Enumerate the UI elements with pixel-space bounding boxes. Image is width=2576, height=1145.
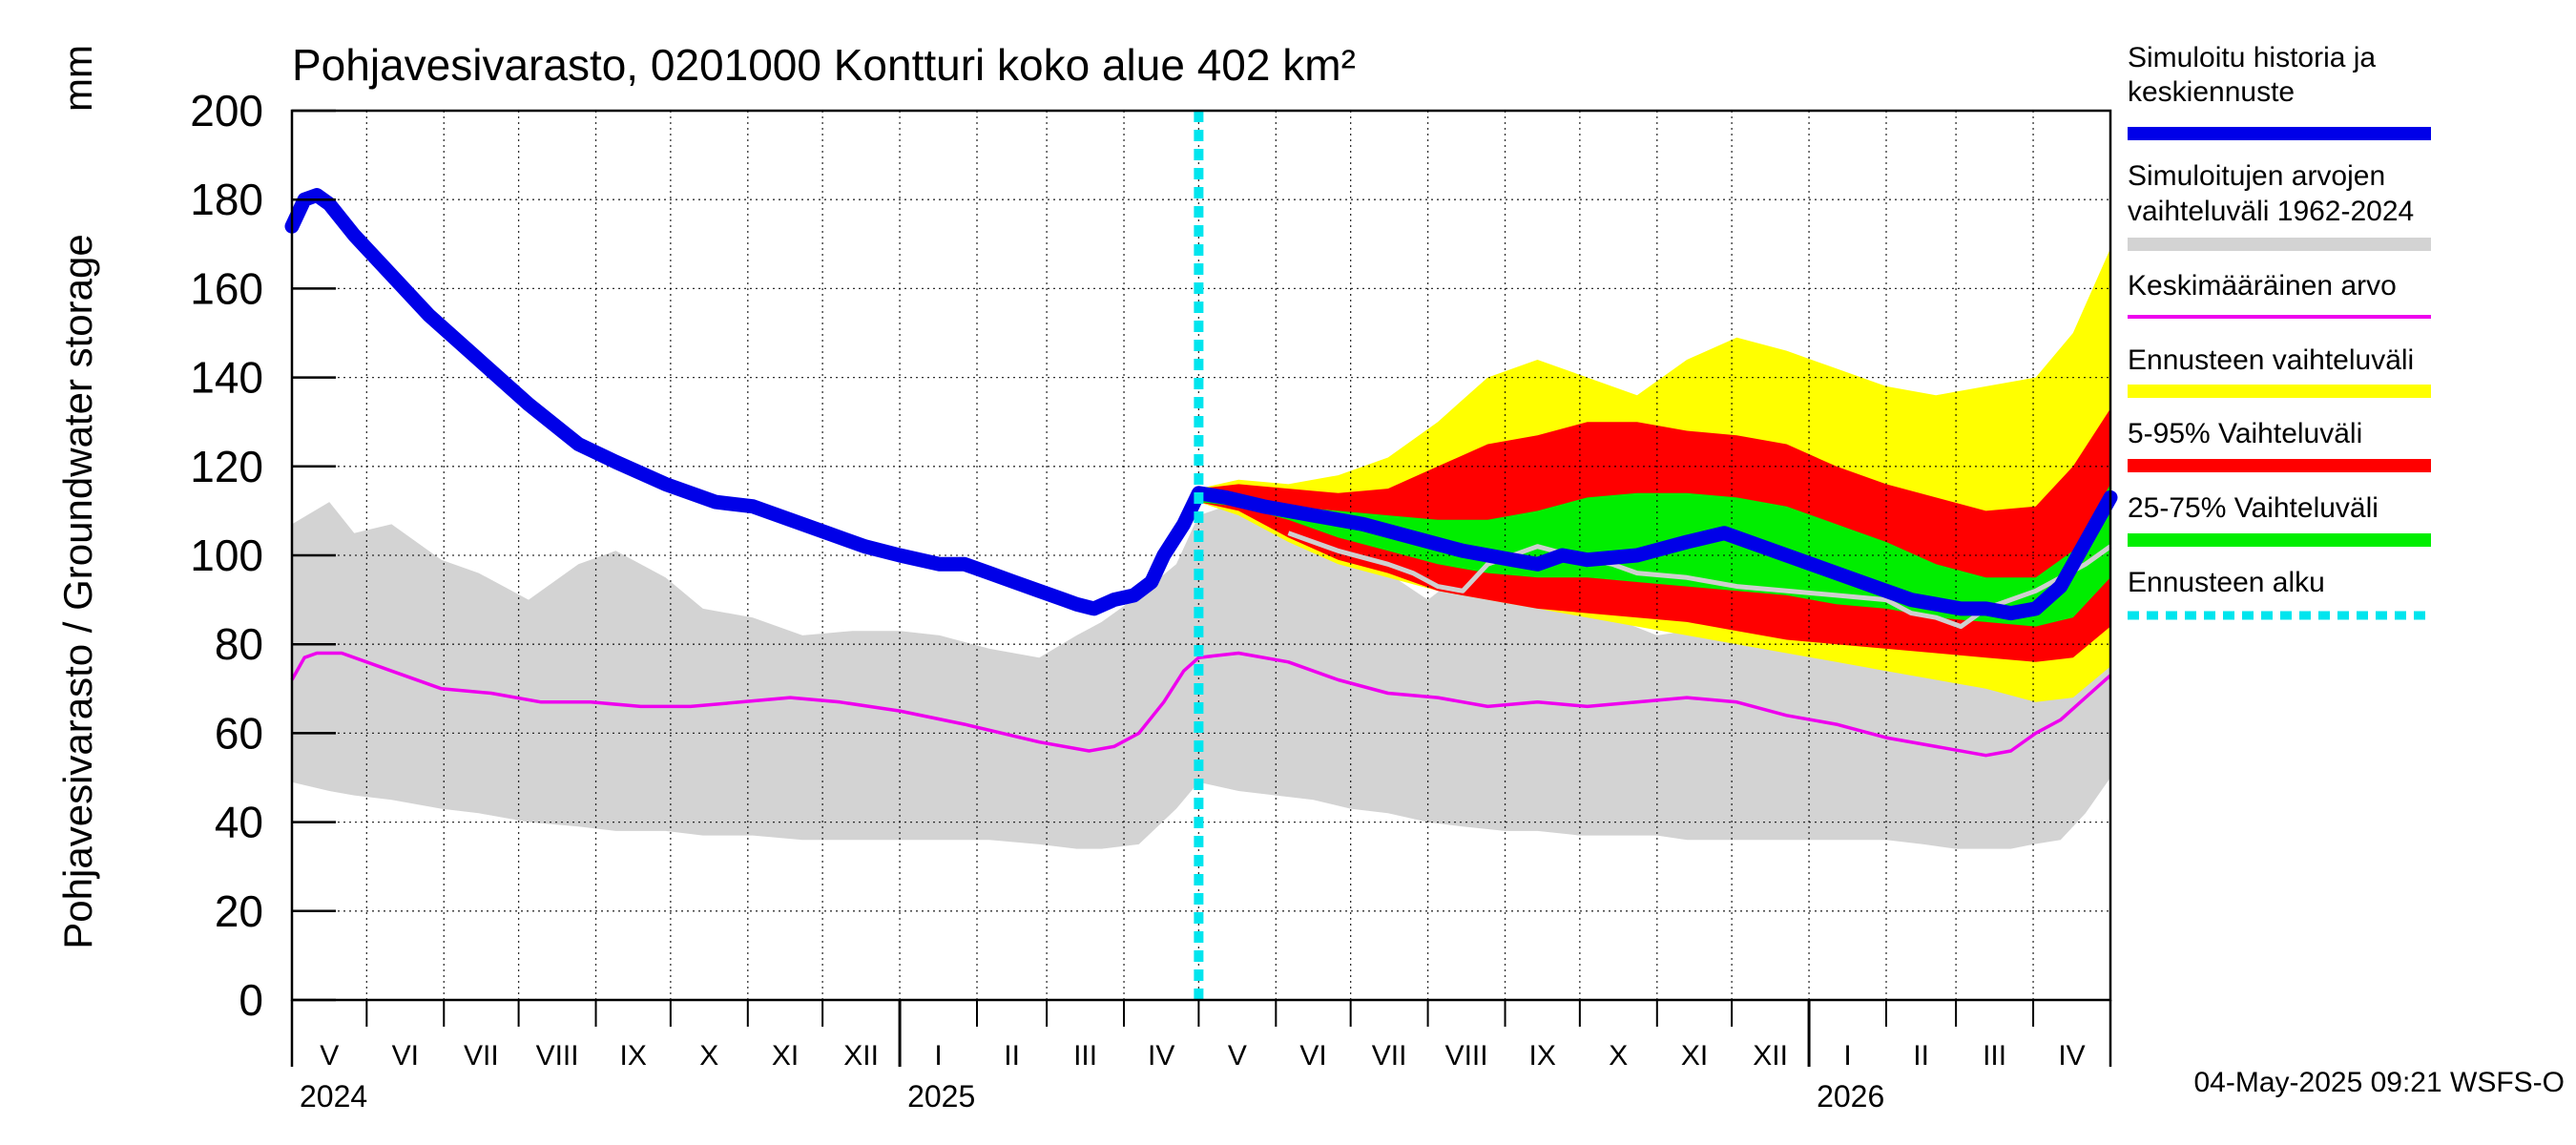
y-tick-label: 120 <box>190 442 263 491</box>
legend-item: Simuloitujen arvojen vaihteluväli 1962-20… <box>2128 160 2431 251</box>
y-tick-label: 160 <box>190 263 263 313</box>
history-sample-line <box>1287 531 2112 630</box>
month-label: V <box>1228 1040 1247 1072</box>
y-tick-label: 80 <box>215 619 263 669</box>
y-axis-label: Pohjavesivarasto / Groundwater storage <box>55 234 100 948</box>
month-label: IV <box>2058 1040 2085 1072</box>
legend-label: 5-95% Vaihteluväli <box>2128 418 2362 449</box>
month-label: IV <box>1148 1040 1174 1072</box>
month-label: II <box>1913 1040 1929 1072</box>
month-label: III <box>1073 1040 1097 1072</box>
month-label: XI <box>1681 1040 1708 1072</box>
legend-label: Simuloitu historia ja <box>2128 42 2376 73</box>
legend-item: Ennusteen vaihteluväli <box>2128 344 2431 398</box>
month-label: VII <box>1372 1040 1407 1072</box>
legend-item: Ennusteen alku <box>2128 567 2431 620</box>
month-label: VIII <box>1445 1040 1488 1072</box>
mean-line <box>290 651 2112 758</box>
month-label: X <box>699 1040 718 1072</box>
month-label: XI <box>772 1040 799 1072</box>
month-label: VII <box>464 1040 499 1072</box>
y-tick-label: 0 <box>239 975 263 1025</box>
year-label: 2024 <box>300 1079 367 1114</box>
y-axis-unit: mm <box>55 45 100 112</box>
y-tick-label: 20 <box>215 886 263 936</box>
month-label: IX <box>1529 1040 1556 1072</box>
legend-label: Ennusteen vaihteluväli <box>2128 344 2414 376</box>
month-label: III <box>1983 1040 2006 1072</box>
year-label: 2025 <box>907 1079 975 1114</box>
month-label: X <box>1609 1040 1628 1072</box>
legend-item: 25-75% Vaihteluväli <box>2128 492 2431 547</box>
month-label: VI <box>392 1040 419 1072</box>
legend-item: 5-95% Vaihteluväli <box>2128 418 2431 472</box>
chart-title: Pohjavesivarasto, 0201000 Kontturi koko … <box>292 40 1356 90</box>
timestamp: 04-May-2025 09:21 WSFS-O <box>2194 1067 2566 1098</box>
month-label: XII <box>843 1040 879 1072</box>
y-tick-label: 200 <box>190 86 263 135</box>
month-label: VI <box>1299 1040 1326 1072</box>
y-tick-label: 60 <box>215 708 263 758</box>
legend-label: Keskimääräinen arvo <box>2128 270 2397 302</box>
legend-label: Simuloitujen arvojen <box>2128 160 2385 192</box>
month-label: IX <box>620 1040 647 1072</box>
y-tick-label: 40 <box>215 798 263 847</box>
month-label: I <box>934 1040 942 1072</box>
y-tick-label: 100 <box>190 531 263 580</box>
y-tick-label: 180 <box>190 175 263 224</box>
year-label: 2026 <box>1817 1079 1884 1114</box>
simulated-history-line <box>284 188 2118 621</box>
legend-label: Ennusteen alku <box>2128 567 2325 598</box>
legend-item: Keskimääräinen arvo <box>2128 270 2431 319</box>
legend-label: vaihteluväli 1962-2024 <box>2128 196 2414 227</box>
y-tick-label: 140 <box>190 353 263 403</box>
month-label: XII <box>1753 1040 1788 1072</box>
month-label: VIII <box>536 1040 579 1072</box>
month-label: I <box>1843 1040 1851 1072</box>
month-label: V <box>320 1040 339 1072</box>
legend-label: keskiennuste <box>2128 76 2295 108</box>
legend-label: 25-75% Vaihteluväli <box>2128 492 2379 524</box>
month-label: II <box>1004 1040 1020 1072</box>
